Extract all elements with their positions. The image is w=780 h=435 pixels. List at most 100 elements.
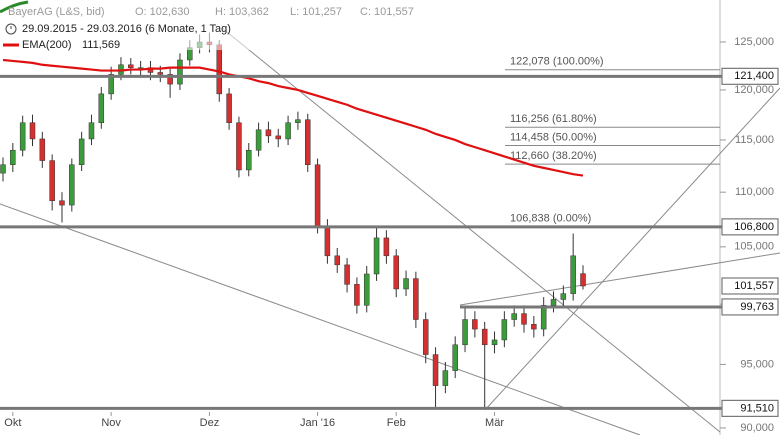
candle-body [334,255,340,266]
candle-body [491,339,498,346]
candle-body [432,354,439,386]
y-tick-label: 120,000 [734,84,774,96]
candle-body [373,237,380,275]
price-box [721,277,779,295]
trend-line [484,87,780,411]
candle-body [236,122,242,171]
candle-body [275,135,282,140]
candle-body [157,72,164,75]
price-box [721,67,779,85]
price-box-label: 91,510 [740,402,774,414]
price-box-label: 106,800 [734,221,774,233]
fib-label: 114,458 (50.00%) [510,131,597,143]
candle-body [216,44,223,95]
trend-line [459,252,780,306]
candle-body [511,313,517,320]
y-tick-label: 95,000 [740,358,774,370]
candle-body [531,324,537,330]
candle-body [314,164,321,227]
candle-body [98,93,105,123]
plot: 90,00095,000100,000105,000110,000115,000… [0,32,779,434]
candle-body [255,129,262,151]
y-tick-label: 110,000 [735,186,774,198]
header-subtitle: 29.09.2015 - 29.03.2016 (6 Monate, 1 Tag… [22,23,231,35]
candle-body [59,200,65,206]
price-box-label: 101,557 [734,280,774,292]
candle-body [39,138,46,161]
price-box-label: 99,763 [740,301,774,313]
candle-body [226,93,232,123]
fib-label: 122,078 (100.00%) [510,56,604,68]
header-quote: H: 103,362 [215,6,269,18]
candle-body [413,278,419,320]
x-tick-label: Jan '16 [300,417,335,429]
trend-line [0,203,641,435]
header-backdrop [0,0,300,50]
candle-body [167,74,173,85]
price-box [721,399,779,417]
candle-body [29,122,36,140]
header-quote: O: 102,630 [135,6,189,18]
clock-icon [5,23,17,35]
x-tick-label: Dez [200,417,220,429]
candle-body [177,59,183,85]
candle-body [550,299,557,306]
candle-body [78,138,85,165]
price-box [721,298,779,316]
candle-body [452,344,458,371]
candle-body [0,164,6,174]
candle-body [49,160,55,202]
candle-body [10,149,16,165]
candle-body [246,149,252,171]
candle-body [324,225,331,257]
candle-body [19,122,26,151]
candle-body [521,313,527,325]
header-title: BayerAG (L&S, bid) [8,6,105,18]
legend-value: 111,569 [82,39,120,51]
y-tick-label: 115,000 [735,134,774,146]
trend-lines [0,27,780,435]
candle-body [128,64,134,68]
candle-body [580,273,586,287]
candle-body [560,293,567,300]
candle-body [285,122,291,140]
candle-body [393,255,399,290]
y-tick-label: 125,000 [734,36,774,48]
candle-body [472,319,478,330]
x-tick-label: Nov [101,417,121,429]
x-tick-label: Okt [4,417,21,429]
candle-body [570,255,576,294]
price-box-label: 121,400 [734,70,774,82]
y-tick-label: 105,000 [734,241,774,253]
candle-body [481,328,488,346]
candle-body [304,119,311,165]
candle-body [363,273,370,306]
candle-body [422,319,429,355]
ema-line [2,58,584,177]
logo-swoosh [0,0,29,14]
y-tick-label: 90,000 [740,422,774,434]
fib-label: 112,660 (38.20%) [510,150,597,162]
candle-body [344,264,350,285]
price-box [721,218,779,236]
candle-body [354,284,360,306]
fib-label: 106,838 (0.00%) [510,212,591,224]
candle-body [108,74,114,95]
fib-label: 116,256 (61.80%) [510,113,597,125]
candle-body [383,237,390,257]
x-tick-label: Feb [387,417,406,429]
candle-body [88,122,95,140]
candle-body [265,129,272,137]
candle-body [462,319,468,346]
candle-body [295,119,301,123]
header-quote: L: 101,257 [290,6,342,18]
candle-body [501,319,508,341]
trend-line [221,27,721,433]
candle-body [69,164,75,206]
candle-body [540,305,547,330]
legend-label: EMA(200) [22,39,72,51]
x-tick-label: Mär [485,417,504,429]
candle-body [442,370,449,386]
header-quote: C: 101,557 [360,6,414,18]
